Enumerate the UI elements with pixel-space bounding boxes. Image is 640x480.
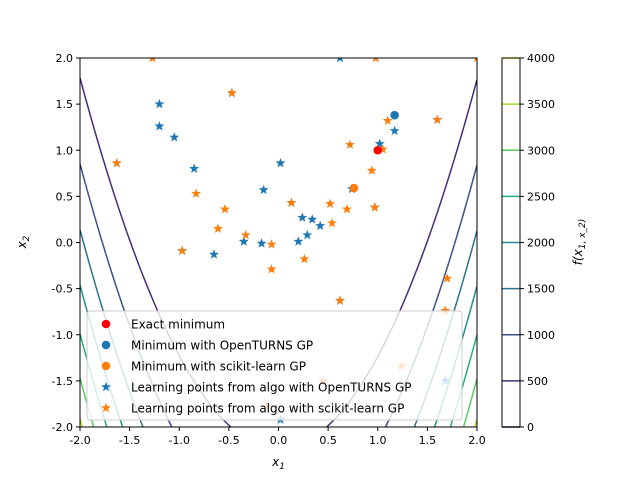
learning-point [191, 188, 202, 198]
learning-point [256, 238, 267, 248]
learning-point [327, 217, 338, 228]
learning-point [366, 165, 377, 175]
minimum-point [349, 183, 359, 193]
learning-point [266, 239, 277, 249]
legend: Exact minimum Minimum with OpenTURNS GP Mi… [86, 310, 463, 421]
x-tick-label: -1.5 [119, 434, 140, 447]
learning-point [432, 114, 443, 125]
learning-point [111, 157, 122, 168]
learning-point [154, 121, 165, 131]
learning-point [372, 58, 379, 63]
y-axis-label: x2 [15, 235, 32, 249]
learning-point [369, 202, 380, 212]
learning-point [374, 138, 385, 148]
learning-point [189, 163, 200, 173]
learning-point [342, 204, 352, 214]
learning-point [473, 58, 477, 63]
x-tick-label: 0.5 [319, 434, 337, 447]
colorbar-tick-label: 1500 [527, 283, 555, 296]
learning-point [177, 245, 188, 256]
learning-point [345, 139, 355, 149]
colorbar: 0 500 1000 1500 2000 2500 3000 3500 4000 f(x1, x… [501, 52, 588, 434]
colorbar-tick-label: 3000 [527, 144, 555, 157]
x-tick-label: -2.0 [69, 434, 90, 447]
y-tick-label: -1.5 [52, 375, 73, 388]
learning-point [286, 197, 297, 208]
y-tick-label: 2.0 [56, 52, 74, 65]
legend-label: Learning points from algo with OpenTURNS… [131, 381, 412, 395]
learning-point [335, 295, 345, 305]
x-tick-label: -0.5 [218, 434, 239, 447]
legend-label: Learning points from algo with scikit-le… [131, 402, 404, 416]
y-tick-label: 0.5 [56, 190, 74, 203]
learning-point [213, 223, 223, 233]
colorbar-label: f(x1, x_2) [571, 219, 588, 266]
x-tick-label: 1.5 [419, 434, 437, 447]
y-tick-label: 0.0 [56, 237, 74, 250]
legend-label: Minimum with scikit-learn GP [131, 360, 306, 374]
scatter-markers [111, 58, 477, 424]
learning-point [336, 58, 344, 63]
x-axis-ticks: -2.0 -1.5 -1.0 -0.5 0.0 0.5 1.0 1.5 2.0 [69, 427, 486, 447]
learning-point [307, 214, 318, 224]
y-tick-label: -2.0 [52, 421, 73, 434]
learning-point [209, 249, 219, 259]
legend-marker [101, 381, 111, 392]
learning-point [258, 184, 269, 195]
colorbar-tick-label: 500 [527, 375, 548, 388]
legend-items: Exact minimum Minimum with OpenTURNS GP Mi… [101, 318, 412, 416]
learning-point [389, 125, 400, 136]
y-axis-ticks: -2.0 -1.5 -1.0 -0.5 0.0 0.5 1.0 1.5 2.0 [52, 52, 80, 434]
legend-marker [101, 340, 111, 350]
learning-point [240, 229, 251, 240]
legend-label: Minimum with OpenTURNS GP [131, 339, 313, 353]
learning-point [154, 98, 165, 109]
learning-point [442, 273, 453, 283]
y-tick-label: 1.0 [56, 144, 74, 157]
y-tick-label: -0.5 [52, 283, 73, 296]
learning-point [377, 144, 388, 154]
legend-marker [101, 361, 111, 371]
legend-label: Exact minimum [131, 318, 225, 332]
legend-marker [101, 402, 111, 413]
x-axis-label: x1 [271, 455, 285, 472]
learning-point [440, 305, 451, 315]
y-tick-label: -1.0 [52, 329, 73, 342]
learning-point [219, 204, 230, 214]
learning-point [293, 236, 304, 246]
colorbar-ticks: 0 500 1000 1500 2000 2500 3000 3500 4000 [520, 52, 555, 434]
y-tick-label: 1.5 [56, 98, 74, 111]
colorbar-tick-label: 4000 [527, 52, 555, 65]
learning-point [302, 229, 313, 240]
learning-point [266, 264, 277, 274]
colorbar-tick-label: 3500 [527, 98, 555, 111]
learning-point [325, 198, 336, 208]
learning-point [275, 157, 286, 168]
colorbar-tick-label: 2500 [527, 190, 555, 203]
learning-point [315, 220, 326, 231]
x-tick-label: 1.0 [369, 434, 387, 447]
x-tick-label: -1.0 [169, 434, 190, 447]
learning-point [149, 58, 156, 63]
learning-point [297, 212, 308, 222]
learning-point [169, 132, 180, 142]
colorbar-tick-label: 0 [527, 421, 534, 434]
learning-point [382, 115, 393, 125]
minimum-point [390, 110, 399, 120]
legend-box [86, 310, 463, 421]
minimum-point [373, 145, 383, 155]
x-tick-label: 2.0 [468, 434, 486, 447]
learning-point [299, 253, 310, 264]
learning-point [226, 87, 237, 98]
legend-marker [101, 319, 111, 329]
colorbar-tick-label: 1000 [527, 329, 555, 342]
colorbar-tick-label: 2000 [527, 237, 555, 250]
x-tick-label: 0.0 [270, 434, 288, 447]
learning-point [238, 236, 249, 246]
